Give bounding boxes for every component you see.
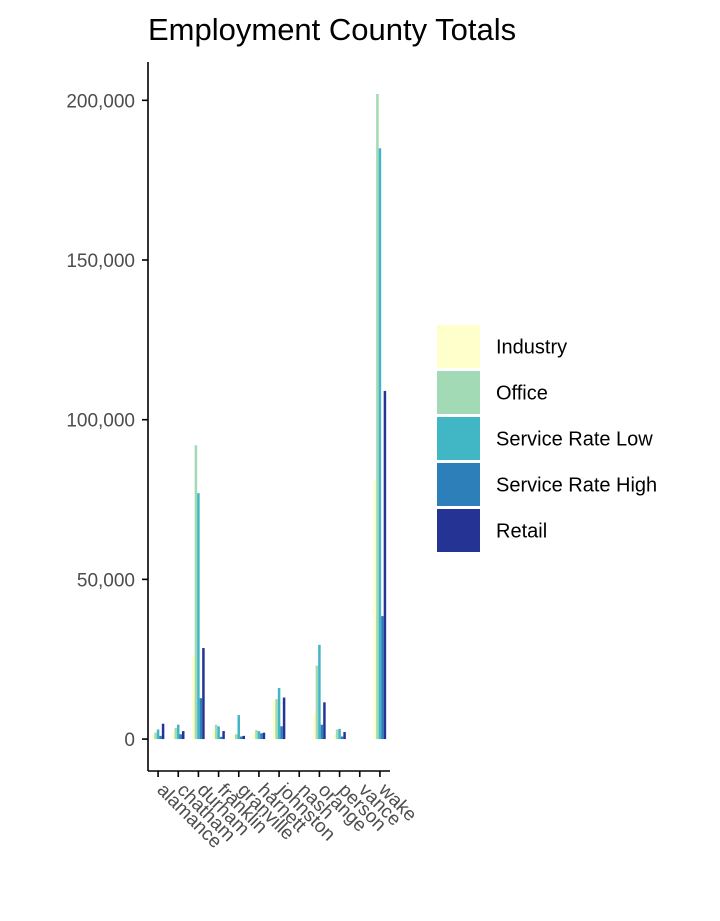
bar-franklin-service-rate-low [217, 726, 220, 740]
bar-person-industry [333, 734, 336, 740]
legend-label: Service Rate Low [496, 429, 653, 451]
y-axis: 0 50,000 100,000 150,000 200,000 [66, 62, 149, 771]
bar-johnston-office [275, 699, 278, 740]
y-tick-label: 0 [124, 730, 135, 751]
bar-durham-service-rate-high [199, 698, 203, 740]
bar-harnett-retail [262, 732, 266, 740]
y-tick-label: 100,000 [66, 411, 135, 432]
bar-granville-service-rate-high [240, 736, 243, 740]
bar-harnett-office [255, 730, 258, 740]
bar-durham-office [194, 445, 198, 740]
bar-johnston-retail [282, 697, 286, 740]
legend-key-retail [437, 509, 480, 552]
bar-alamance-service-rate-high [159, 735, 162, 740]
bar-harnett-industry [252, 732, 256, 740]
bar-franklin-industry [212, 729, 215, 740]
legend-key-office [437, 371, 480, 414]
bar-chatham-service-rate-low [177, 724, 180, 740]
legend-key-service-rate-low [437, 417, 480, 460]
bar-chatham-office [174, 727, 177, 740]
bar-harnett-service-rate-low [257, 731, 261, 740]
bar-harnett-service-rate-high [260, 733, 263, 740]
bar-johnston-service-rate-high [280, 726, 283, 740]
bar-wake-industry [373, 480, 377, 740]
bar-chatham-retail [182, 731, 185, 740]
bar-person-office [335, 729, 339, 740]
bar-granville-office [235, 734, 238, 740]
legend-label: Retail [496, 521, 547, 543]
bar-johnston-service-rate-low [277, 687, 281, 740]
bar-wake-service-rate-low [378, 148, 382, 740]
bar-durham-industry [192, 656, 195, 740]
y-tick-label: 200,000 [66, 91, 135, 112]
bar-wake-service-rate-high [381, 616, 384, 740]
bar-orange-retail [323, 702, 326, 740]
legend: Industry Office Service Rate Low Service Ra… [437, 325, 657, 552]
bar-wake-office [376, 93, 379, 740]
bar-alamance-industry [151, 734, 155, 740]
bar-orange-service-rate-low [318, 644, 321, 740]
y-tick-label: 50,000 [77, 570, 135, 591]
bar-orange-service-rate-high [320, 724, 324, 740]
bar-orange-industry [313, 713, 316, 740]
bar-alamance-retail [161, 723, 165, 740]
legend-label: Service Rate High [496, 475, 657, 497]
bar-person-retail [343, 732, 346, 740]
bar-granville-service-rate-low [237, 715, 240, 740]
bar-alamance-service-rate-low [156, 729, 160, 740]
bar-granville-retail [242, 735, 245, 740]
legend-label: Industry [496, 337, 567, 359]
bar-orange-office [315, 665, 319, 740]
bar-alamance-office [154, 732, 157, 740]
bar-granville-industry [232, 734, 235, 740]
bar-durham-retail [202, 648, 205, 740]
bar-person-service-rate-low [338, 728, 341, 740]
bar-chatham-industry [172, 732, 175, 740]
plot-area [151, 93, 387, 740]
legend-key-industry [437, 325, 480, 368]
y-tick-label: 150,000 [66, 251, 135, 272]
x-axis: alamancechathamdurhamfranklingranvilleha… [148, 770, 421, 853]
chart-title: Employment County Totals [148, 12, 516, 47]
bar-johnston-industry [272, 700, 276, 740]
bar-wake-retail [383, 390, 387, 740]
legend-key-service-rate-high [437, 463, 480, 506]
bar-franklin-service-rate-high [219, 736, 223, 740]
bar-person-service-rate-high [340, 736, 344, 740]
bar-franklin-office [214, 724, 218, 740]
bar-chatham-service-rate-high [179, 734, 182, 740]
bar-durham-service-rate-low [197, 493, 200, 740]
legend-label: Office [496, 383, 548, 405]
bar-franklin-retail [222, 731, 225, 740]
